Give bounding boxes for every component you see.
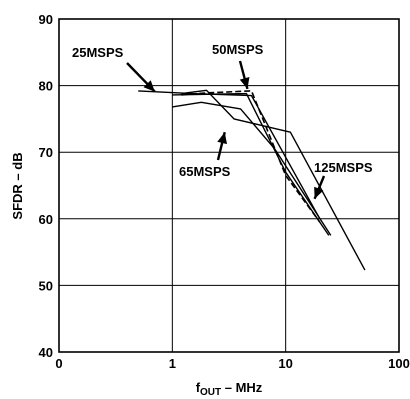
annotation-arrowhead-25msps: [143, 80, 155, 92]
y-axis-title: SFDR – dB: [10, 152, 25, 219]
annotation-25msps: 25MSPS: [72, 45, 124, 60]
annotation-arrowhead-50msps: [239, 77, 250, 89]
annotation-arrowhead-65msps: [217, 132, 228, 145]
series-line-dashed: [181, 90, 321, 223]
x-axis-title: fOUT – MHz: [196, 380, 263, 398]
x-axis-title-main: f: [196, 380, 201, 395]
x-axis-title-unit: – MHz: [221, 380, 263, 395]
y-tick-label: 50: [39, 278, 53, 293]
series-line-125msps: [181, 89, 366, 271]
y-tick-label: 90: [39, 12, 53, 27]
series-lines: [138, 89, 366, 271]
plot-frame: [58, 18, 400, 353]
y-tick-label: 60: [39, 212, 53, 227]
x-tick-label: 1: [169, 356, 176, 371]
grid: [58, 18, 400, 353]
y-tick-label: 70: [39, 145, 53, 160]
tick-labels: 40 50 60 70 80 90 0 1 10 100: [39, 12, 410, 371]
annotations: 25MSPS 50MSPS 65MSPS 125MSPS: [72, 42, 373, 200]
x-tick-label: 10: [278, 356, 292, 371]
annotation-50msps: 50MSPS: [212, 42, 264, 57]
y-tick-label: 40: [39, 345, 53, 360]
y-tick-label: 80: [39, 79, 53, 94]
series-line-65msps: [172, 101, 332, 236]
x-axis-title-subscript: OUT: [200, 387, 221, 398]
annotation-65msps: 65MSPS: [179, 164, 231, 179]
x-tick-label: 100: [388, 356, 410, 371]
annotation-125msps: 125MSPS: [314, 160, 373, 175]
series-line-25msps: [138, 90, 321, 220]
x-tick-label: 0: [55, 356, 62, 371]
annotation-arrowhead-125msps: [314, 186, 324, 199]
